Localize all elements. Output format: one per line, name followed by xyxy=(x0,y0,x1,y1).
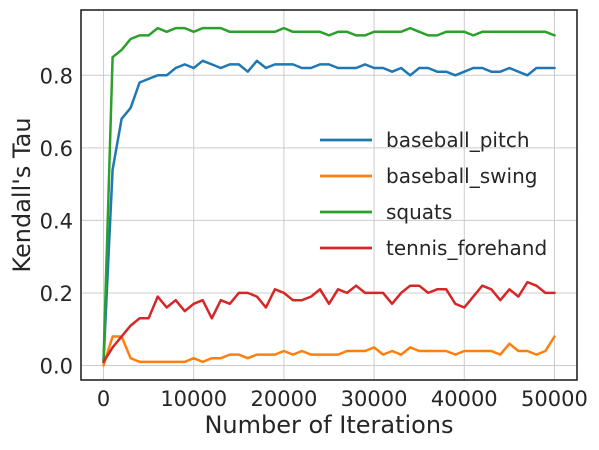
y-tick-label: 0.6 xyxy=(40,137,73,161)
x-tick-label: 20000 xyxy=(251,387,318,411)
plot-frame xyxy=(80,9,578,381)
series-line-baseball_pitch xyxy=(102,59,556,364)
legend-label: baseball_pitch xyxy=(386,128,530,152)
x-tick-label: 50000 xyxy=(521,387,588,411)
y-tick-label: 0.0 xyxy=(40,354,73,378)
x-axis-ticks: 0 10000 20000 30000 40000 50000 xyxy=(97,387,588,411)
x-tick-label: 0 xyxy=(97,387,110,411)
series-line-squats xyxy=(102,26,556,364)
series-group xyxy=(102,26,556,367)
x-axis-label: Number of Iterations xyxy=(204,411,453,439)
legend-label: baseball_swing xyxy=(386,164,537,188)
series-line-baseball_swing xyxy=(102,335,556,367)
legend-label: tennis_forehand xyxy=(386,236,547,260)
y-axis-label: Kendall's Tau xyxy=(8,117,36,272)
y-tick-label: 0.4 xyxy=(40,209,73,233)
y-tick-label: 0.8 xyxy=(40,64,73,88)
x-tick-label: 10000 xyxy=(160,387,227,411)
x-tick-label: 40000 xyxy=(431,387,498,411)
y-tick-label: 0.2 xyxy=(40,282,73,306)
y-axis-ticks: 0.0 0.2 0.4 0.6 0.8 xyxy=(40,64,73,378)
legend-label: squats xyxy=(386,200,452,224)
x-tick-label: 30000 xyxy=(341,387,408,411)
series-line-tennis_forehand xyxy=(102,280,556,364)
